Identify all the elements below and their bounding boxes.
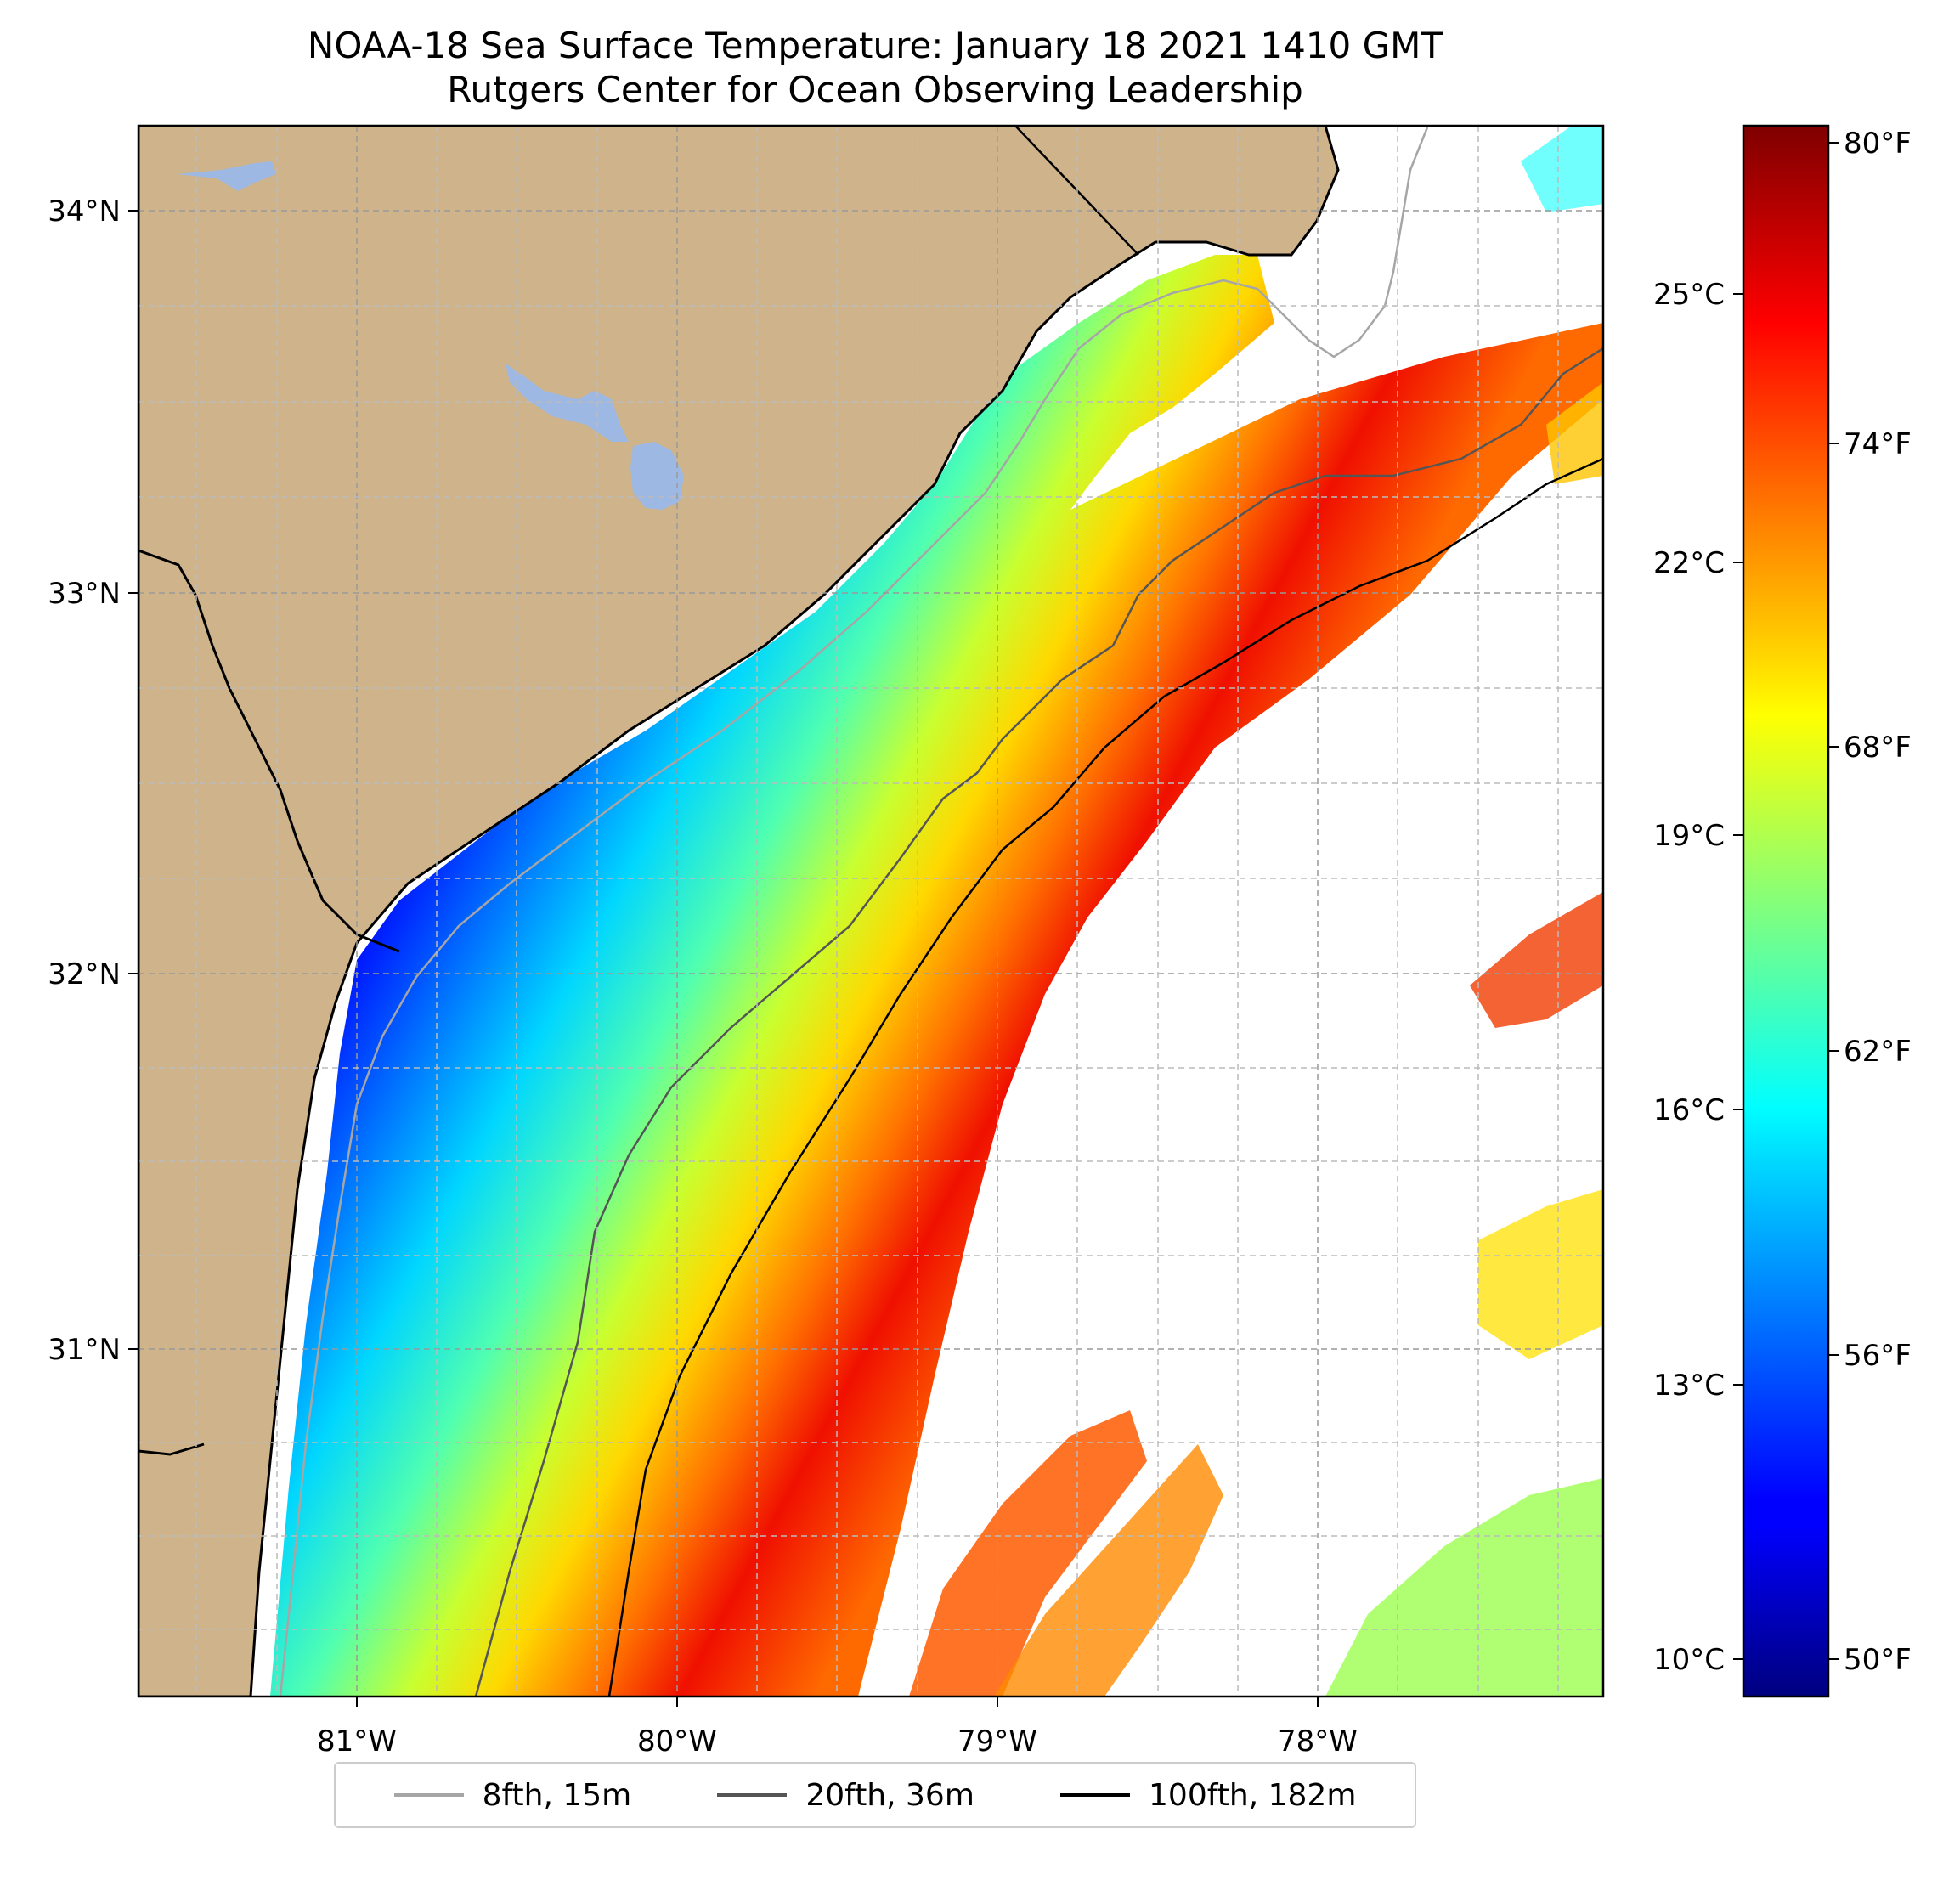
state-border bbox=[138, 549, 400, 953]
lake bbox=[630, 442, 684, 510]
sst-offshore-patch bbox=[1521, 126, 1603, 212]
colorbar-c-label: 13°C bbox=[1653, 1369, 1725, 1403]
sst-offshore-patch bbox=[909, 1410, 1147, 1697]
legend-label: 100fth, 182m bbox=[1149, 1777, 1357, 1813]
colorbar-f-label: 74°F bbox=[1844, 427, 1912, 461]
colorbar-f-label: 56°F bbox=[1844, 1339, 1912, 1373]
isobath-legend: 8fth, 15m 20fth, 36m 100fth, 182m bbox=[334, 1762, 1416, 1828]
legend-swatch bbox=[717, 1793, 788, 1797]
legend-label: 8fth, 15m bbox=[482, 1777, 632, 1813]
isobath-8fth bbox=[279, 127, 1429, 1697]
legend-item-20fth: 20fth, 36m bbox=[717, 1778, 974, 1813]
colorbar-c-label: 10°C bbox=[1653, 1643, 1725, 1677]
legend-label: 20fth, 36m bbox=[805, 1777, 974, 1813]
gridlines bbox=[138, 126, 1603, 1697]
sst-offshore-patch bbox=[994, 1444, 1223, 1697]
lon-tick-label: 79°W bbox=[957, 1725, 1037, 1759]
legend-item-100fth: 100fth, 182m bbox=[1060, 1778, 1356, 1813]
colorbar-c-label: 25°C bbox=[1653, 278, 1725, 312]
sst-field bbox=[270, 255, 1603, 1697]
lake bbox=[177, 161, 276, 191]
legend-item-8fth: 8fth, 15m bbox=[393, 1777, 632, 1813]
isobath-100fth bbox=[607, 457, 1603, 1697]
lat-tick-label: 31°N bbox=[48, 1333, 121, 1367]
lon-tick-label: 78°W bbox=[1278, 1725, 1358, 1759]
colorbar-f-label: 68°F bbox=[1844, 731, 1912, 765]
sst-offshore-patch bbox=[1546, 382, 1603, 484]
colorbar-c-label: 22°C bbox=[1653, 546, 1725, 580]
sst-offshore-patch bbox=[1470, 892, 1603, 1028]
lon-tick-label: 80°W bbox=[637, 1725, 717, 1759]
lat-tick-label: 34°N bbox=[48, 195, 121, 229]
colorbar-f-label: 62°F bbox=[1844, 1035, 1912, 1069]
land-mainland bbox=[138, 126, 1340, 1697]
colorbar-f-label: 50°F bbox=[1844, 1643, 1912, 1677]
lat-tick-label: 33°N bbox=[48, 577, 121, 611]
state-border bbox=[138, 1442, 205, 1456]
colorbar-ticks bbox=[1733, 142, 1839, 1660]
colorbar-c-label: 19°C bbox=[1653, 819, 1725, 853]
map-frame bbox=[137, 124, 1605, 1698]
colorbar-f-label: 80°F bbox=[1844, 127, 1912, 161]
sst-offshore-patch bbox=[1325, 1478, 1603, 1697]
lon-tick-label: 81°W bbox=[317, 1725, 397, 1759]
legend-swatch bbox=[393, 1793, 464, 1797]
axis-ticks bbox=[128, 210, 1319, 1707]
colorbar-c-label: 16°C bbox=[1653, 1093, 1725, 1127]
sst-offshore-patch bbox=[1478, 1189, 1603, 1359]
colorbar bbox=[1742, 124, 1830, 1698]
map-title-line1: NOAA-18 Sea Surface Temperature: January… bbox=[307, 25, 1443, 66]
legend-swatch bbox=[1060, 1793, 1131, 1797]
map-title-line2: Rutgers Center for Ocean Observing Leade… bbox=[447, 69, 1303, 110]
lat-tick-label: 32°N bbox=[48, 957, 121, 991]
isobath-20fth bbox=[474, 347, 1603, 1697]
